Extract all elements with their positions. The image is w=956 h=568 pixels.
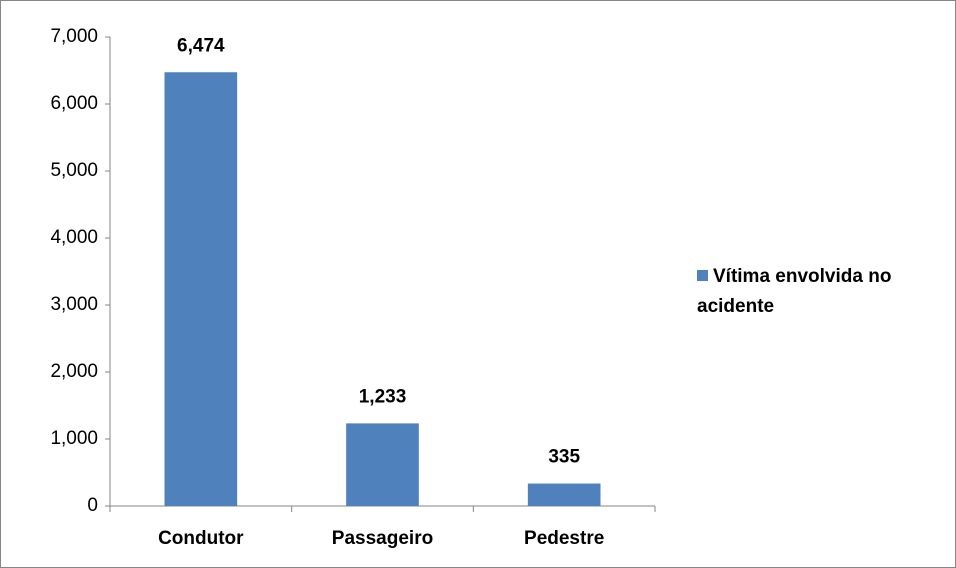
y-tick-label: 5,000 xyxy=(50,160,98,181)
x-tick-label: Condutor xyxy=(158,528,244,549)
y-tick-label: 3,000 xyxy=(50,294,98,315)
legend: Vítima envolvida no acidente xyxy=(697,262,937,322)
y-tick-label: 0 xyxy=(87,495,98,516)
y-tick-label: 6,000 xyxy=(50,93,98,114)
data-label: 6,474 xyxy=(177,35,225,56)
data-label: 335 xyxy=(548,447,580,468)
y-tick-label: 4,000 xyxy=(50,227,98,248)
y-tick-label: 2,000 xyxy=(50,361,98,382)
y-tick-label: 1,000 xyxy=(50,428,98,449)
x-tick-label: Pedestre xyxy=(524,528,604,549)
bar xyxy=(346,423,419,506)
bar xyxy=(527,483,601,506)
x-tick-label: Passageiro xyxy=(332,528,433,549)
legend-swatch xyxy=(697,270,708,281)
legend-label: Vítima envolvida no acidente xyxy=(697,266,892,317)
y-tick-label: 7,000 xyxy=(50,26,98,47)
bar xyxy=(164,72,238,506)
data-label: 1,233 xyxy=(359,386,407,407)
